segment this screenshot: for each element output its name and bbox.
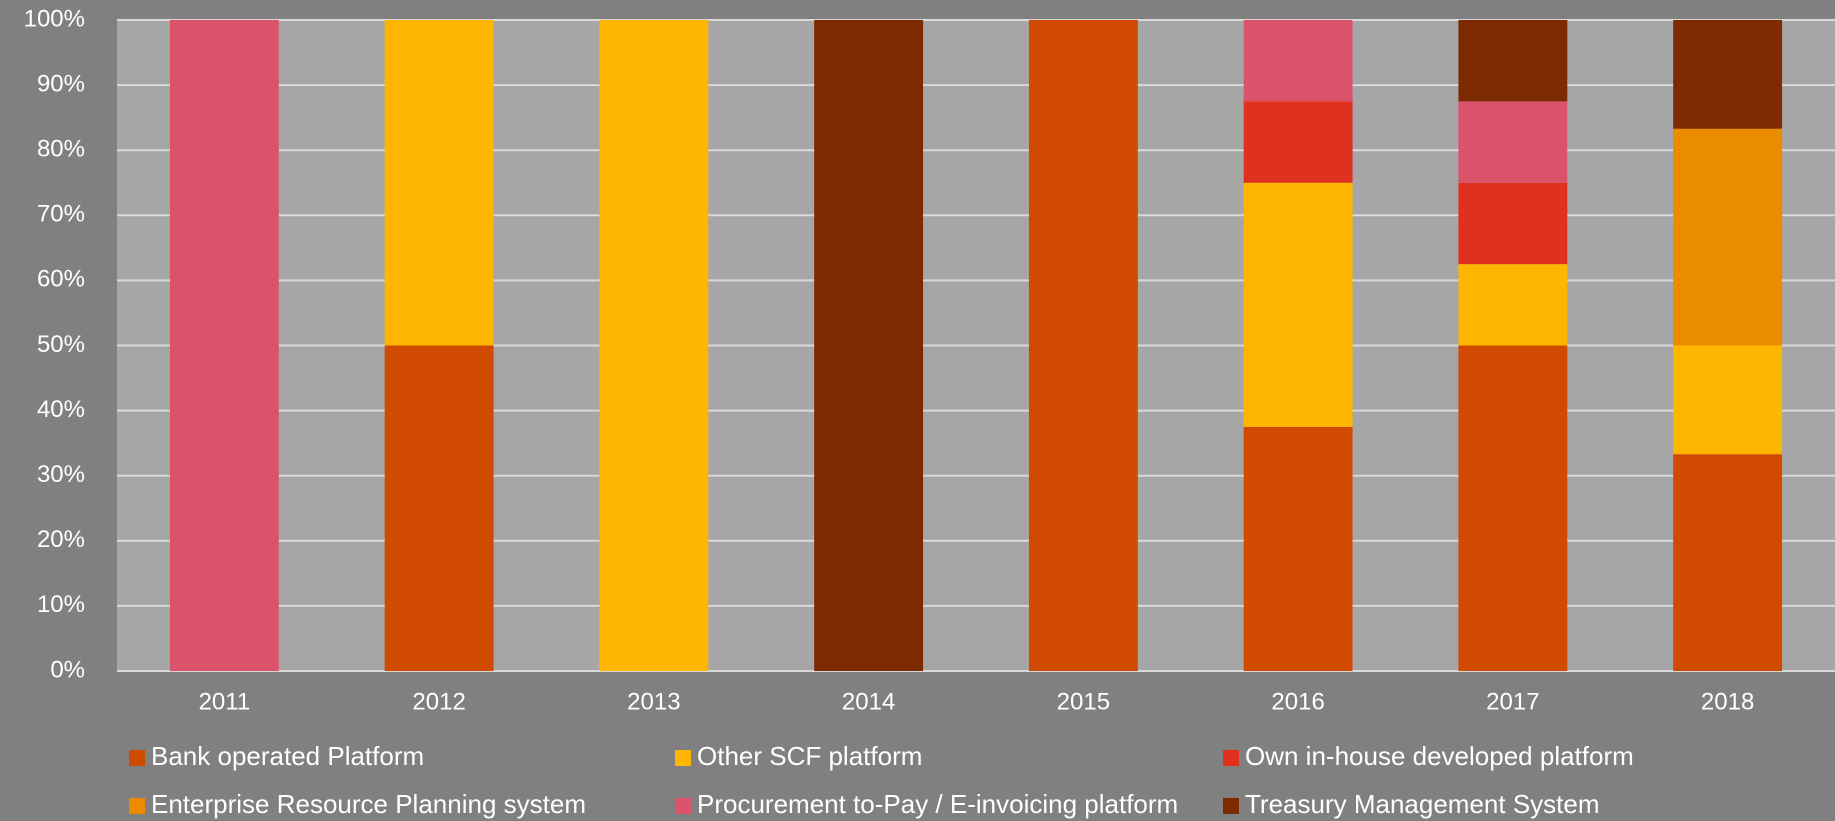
y-tick-label: 40%: [37, 396, 85, 423]
y-tick-label: 60%: [37, 266, 85, 293]
bar-segment: [1458, 182, 1568, 265]
y-tick-label: 80%: [37, 136, 85, 163]
bar-segment: [1673, 454, 1783, 671]
legend-label: Enterprise Resource Planning system: [151, 789, 586, 819]
legend-label: Other SCF platform: [697, 741, 922, 771]
x-tick-label: 2018: [1701, 688, 1754, 715]
legend-swatch: [1223, 750, 1239, 766]
bar-segment: [1243, 426, 1353, 671]
bar-segment: [1458, 264, 1568, 346]
y-tick-label: 90%: [37, 70, 85, 97]
bar-segment: [1673, 345, 1783, 455]
bar-segment: [1243, 182, 1353, 427]
x-tick-label: 2016: [1271, 688, 1324, 715]
y-tick-label: 20%: [37, 526, 85, 553]
y-tick-label: 50%: [37, 331, 85, 358]
bar-segment: [1673, 128, 1783, 346]
bar-segment: [169, 20, 279, 671]
bar-segment: [1243, 20, 1353, 102]
legend-swatch: [1223, 798, 1239, 814]
bar-segment: [1028, 20, 1138, 671]
y-tick-label: 100%: [24, 5, 85, 32]
x-tick-label: 2014: [842, 688, 895, 715]
x-tick-label: 2011: [199, 688, 251, 715]
legend-label: Treasury Management System: [1245, 789, 1600, 819]
x-tick-label: 2015: [1057, 688, 1110, 715]
legend-swatch: [675, 750, 691, 766]
y-tick-label: 70%: [37, 201, 85, 228]
x-tick-label: 2017: [1486, 688, 1539, 715]
legend-swatch: [675, 798, 691, 814]
bar-segment: [1458, 345, 1568, 671]
legend-swatch: [129, 798, 145, 814]
bar-segment: [384, 20, 494, 346]
bar-segment: [599, 20, 709, 671]
x-tick-label: 2012: [412, 688, 465, 715]
legend-label: Bank operated Platform: [151, 741, 424, 771]
legend-swatch: [129, 750, 145, 766]
y-tick-label: 0%: [50, 656, 85, 683]
y-tick-label: 10%: [37, 591, 85, 618]
legend-label: Own in-house developed platform: [1245, 741, 1634, 771]
bar-segment: [814, 20, 924, 671]
y-tick-label: 30%: [37, 461, 85, 488]
bar-segment: [1673, 20, 1783, 129]
legend-label: Procurement to-Pay / E-invoicing platfor…: [697, 789, 1178, 819]
x-tick-label: 2013: [627, 688, 680, 715]
bar-segment: [1243, 101, 1353, 183]
bar-segment: [384, 345, 494, 671]
bar-segment: [1458, 20, 1568, 102]
bar-segment: [1458, 101, 1568, 183]
